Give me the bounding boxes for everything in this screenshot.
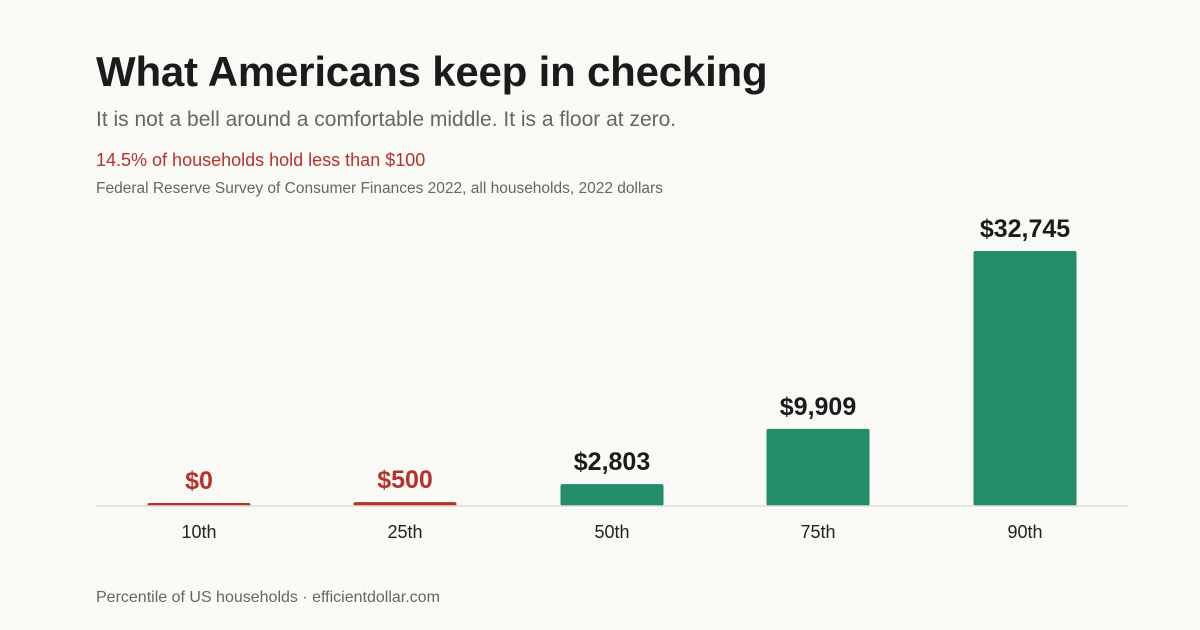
tick-label-75th: 75th (800, 522, 835, 542)
tick-label-25th: 25th (387, 522, 422, 542)
tick-label-10th: 10th (181, 522, 216, 542)
source-note: Federal Reserve Survey of Consumer Finan… (96, 180, 663, 197)
value-label-10th: $0 (185, 467, 213, 495)
tick-label-90th: 90th (1007, 522, 1042, 542)
bar-25th (353, 502, 457, 506)
value-label-25th: $500 (377, 466, 433, 494)
tick-labels-group: 10th 25th 50th 75th 90th (181, 522, 1042, 542)
highlight-note: 14.5% of households hold less than $100 (96, 150, 426, 170)
footer-note: Percentile of US households · efficientd… (96, 589, 440, 606)
bars-group (147, 251, 1077, 506)
chart-title: What Americans keep in checking (96, 48, 768, 95)
value-label-90th: $32,745 (980, 215, 1070, 243)
bar-50th (560, 484, 664, 506)
value-label-75th: $9,909 (780, 393, 856, 421)
bar-75th (766, 428, 870, 506)
tick-label-50th: 50th (594, 522, 629, 542)
chart-subtitle: It is not a bell around a comfortable mi… (96, 108, 677, 131)
value-labels-group: $0 $500 $2,803 $9,909 $32,745 (185, 215, 1070, 495)
bar-90th (973, 251, 1077, 506)
value-label-50th: $2,803 (574, 448, 650, 476)
